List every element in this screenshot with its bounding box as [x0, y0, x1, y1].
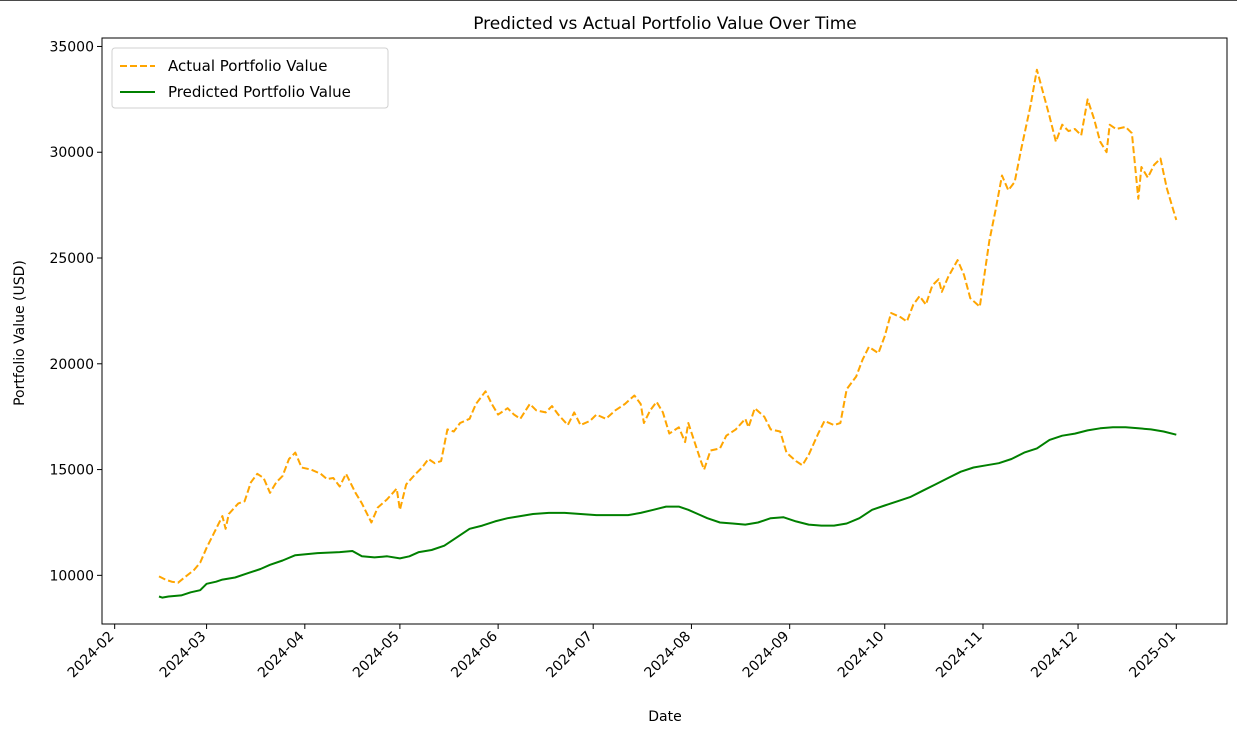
x-tick-label: 2025-01: [1126, 629, 1179, 682]
axes-frame: [101, 37, 1228, 625]
x-tick-label: 2024-12: [1028, 629, 1081, 682]
legend-label: Actual Portfolio Value: [168, 57, 327, 75]
x-tick-label: 2024-02: [65, 629, 118, 682]
legend: Actual Portfolio Value Predicted Portfoli…: [111, 47, 389, 109]
x-tick-label: 2024-07: [543, 629, 596, 682]
y-tick-label: 15000: [49, 463, 94, 479]
y-tick-label: 30000: [49, 145, 94, 161]
chart-title: Predicted vs Actual Portfolio Value Over…: [473, 14, 857, 34]
x-tick-label: 2024-09: [740, 629, 793, 682]
x-tick-label: 2024-03: [157, 629, 210, 682]
plot-area: 10000 15000 20000 25000 30000 35000 2024-02 202…: [49, 37, 1228, 682]
legend-box: [111, 47, 389, 109]
x-axis-label: Date: [648, 709, 681, 725]
series-line-predicted: [158, 426, 1177, 599]
window-top-rule: [0, 0, 1237, 1]
x-tick-label: 2024-11: [933, 629, 986, 682]
y-axis-label: Portfolio Value (USD): [12, 260, 28, 406]
x-tick-label: 2024-06: [448, 628, 501, 681]
x-tick-label: 2024-05: [350, 629, 403, 682]
series-line-actual: [158, 68, 1178, 584]
x-tick-label: 2024-10: [835, 629, 888, 682]
y-tick-label: 10000: [49, 568, 94, 584]
x-tick-label: 2024-08: [642, 629, 695, 682]
y-tick-label: 35000: [49, 39, 94, 55]
legend-label: Predicted Portfolio Value: [168, 83, 351, 101]
x-tick-label: 2024-04: [255, 628, 308, 681]
y-tick-label: 25000: [49, 251, 94, 267]
y-tick-label: 20000: [49, 357, 94, 373]
